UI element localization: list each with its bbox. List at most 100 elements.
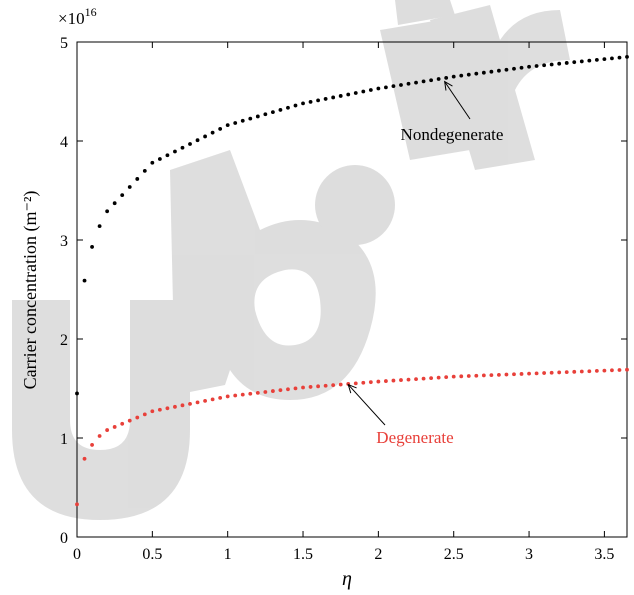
watermark-letter-b — [170, 150, 376, 400]
data-point — [105, 428, 110, 432]
data-point — [233, 121, 238, 125]
data-point — [301, 385, 305, 390]
data-point — [293, 386, 298, 391]
data-point — [353, 381, 358, 386]
plot-axes: 0 0.5 1 1.5 2 2.5 3 3.5 0 1 2 3 4 5 — [60, 35, 628, 563]
data-point — [301, 101, 305, 106]
data-point — [180, 145, 185, 150]
data-point — [112, 201, 117, 206]
data-point — [263, 390, 268, 394]
data-point — [346, 92, 351, 97]
data-point — [142, 168, 147, 173]
data-point — [82, 278, 87, 283]
data-point — [504, 67, 509, 72]
annotation-nondegenerate: Nondegenerate — [401, 80, 504, 144]
data-point — [142, 412, 147, 417]
data-point — [210, 397, 215, 402]
data-point — [97, 224, 102, 229]
data-point — [504, 372, 509, 377]
data-point — [384, 85, 388, 90]
data-point — [549, 370, 554, 375]
annotation-label: Nondegenerate — [401, 125, 504, 144]
series-layer — [75, 54, 629, 507]
data-point — [286, 387, 290, 392]
data-point — [361, 380, 366, 385]
data-point — [263, 112, 268, 117]
watermark-letter-i — [380, 0, 470, 160]
data-point — [610, 56, 614, 61]
data-point — [579, 369, 584, 374]
y-multiplier-exponent: 16 — [85, 5, 97, 19]
data-point — [481, 70, 486, 75]
data-point — [218, 396, 223, 400]
data-point — [564, 370, 569, 375]
data-point — [120, 421, 125, 426]
data-point — [331, 383, 336, 388]
data-point — [120, 193, 125, 198]
data-point — [376, 86, 381, 91]
data-point — [429, 78, 434, 83]
data-point — [361, 89, 366, 94]
data-point — [421, 376, 426, 381]
data-point — [527, 64, 531, 69]
data-point — [557, 61, 562, 66]
data-point — [165, 153, 170, 158]
data-point — [150, 409, 155, 414]
data-point — [286, 105, 290, 110]
data-point — [587, 58, 592, 63]
data-point — [391, 84, 396, 89]
data-point — [549, 62, 554, 67]
data-point — [497, 372, 501, 377]
annotation-arrowhead — [347, 383, 357, 394]
annotation-arrow — [444, 81, 471, 120]
data-point — [157, 157, 162, 161]
data-point — [519, 372, 524, 376]
data-point — [368, 88, 373, 92]
data-point — [127, 185, 132, 189]
data-point — [97, 434, 102, 438]
data-point — [444, 375, 449, 380]
data-point — [534, 371, 539, 376]
data-point — [489, 373, 494, 378]
data-point — [512, 66, 516, 71]
x-tick-label: 0 — [73, 546, 81, 563]
data-point — [512, 372, 516, 377]
data-point — [617, 55, 622, 60]
watermark-letter-r — [430, 5, 570, 170]
data-point — [625, 54, 629, 59]
data-point — [625, 367, 629, 372]
data-point — [90, 245, 94, 249]
data-point — [436, 77, 441, 81]
annotations-layer: Nondegenerate Degenerate — [347, 80, 504, 447]
data-point — [481, 373, 486, 378]
data-point — [519, 65, 524, 70]
data-point — [195, 138, 200, 143]
data-point — [225, 123, 230, 128]
x-tick-label: 0.5 — [142, 546, 162, 563]
series-degenerate — [75, 367, 629, 507]
data-point — [225, 394, 230, 399]
x-tick-label: 1.5 — [293, 546, 313, 563]
data-point — [353, 91, 358, 95]
data-point — [173, 149, 177, 154]
data-point — [270, 110, 275, 114]
data-point — [135, 415, 140, 420]
data-point — [466, 374, 471, 378]
data-point — [527, 371, 531, 376]
data-point — [459, 374, 464, 379]
data-point — [112, 425, 117, 429]
annotation-arrow — [347, 384, 386, 426]
watermark — [12, 0, 570, 520]
annotation-arrowhead — [444, 80, 453, 91]
watermark-dot — [315, 165, 395, 245]
data-point — [338, 382, 343, 387]
data-point — [594, 57, 599, 62]
data-point — [474, 71, 479, 76]
data-point — [557, 370, 562, 375]
data-point — [180, 403, 185, 408]
y-tick-label: 3 — [60, 233, 68, 250]
data-point — [384, 379, 388, 383]
data-point — [594, 369, 599, 373]
data-point — [127, 418, 132, 423]
